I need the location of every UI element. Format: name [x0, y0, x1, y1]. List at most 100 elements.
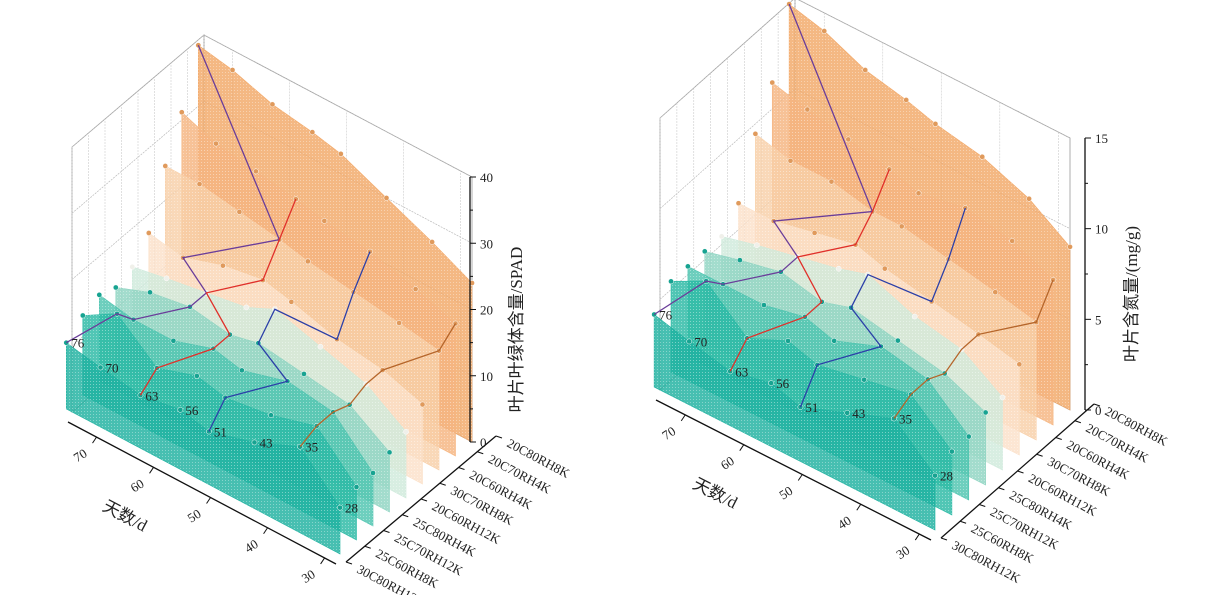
- day-axis-title: 天数/d: [690, 474, 741, 513]
- category-tick: [1036, 453, 1043, 457]
- data-point: [949, 448, 955, 455]
- data-point: [220, 262, 226, 269]
- day-tick-label: 30: [893, 542, 912, 562]
- data-point: [737, 257, 743, 264]
- data-point: [196, 181, 203, 187]
- z-tick-label: 10: [480, 369, 493, 384]
- day-tick-label: 40: [835, 513, 854, 533]
- data-point: [752, 130, 759, 137]
- data-point: [170, 337, 177, 344]
- data-point: [828, 178, 835, 185]
- data-point: [769, 79, 776, 86]
- data-point: [965, 433, 972, 440]
- series-30C80RH12K: [651, 311, 938, 531]
- trace-lines: [653, 3, 1054, 419]
- day-axis-line: [655, 399, 932, 541]
- data-point: [321, 218, 328, 224]
- trace-line-purple: [653, 3, 874, 316]
- z-tick-label: 5: [1095, 312, 1102, 327]
- day-tick-label: 40: [242, 536, 261, 556]
- day-point-label: 63: [735, 364, 748, 379]
- data-point: [1067, 243, 1073, 250]
- trace-lines: [65, 44, 457, 448]
- data-point: [193, 373, 200, 379]
- data-point: [253, 168, 259, 175]
- z-tick-label: 0: [480, 435, 487, 450]
- data-point: [112, 284, 119, 291]
- day-point-label: 56: [776, 376, 790, 391]
- data-point: [932, 121, 939, 127]
- day-tick-label: 30: [299, 566, 318, 586]
- data-point: [831, 337, 838, 344]
- series-layers: [63, 42, 475, 555]
- data-point: [268, 412, 274, 419]
- data-point: [301, 371, 307, 377]
- category-tick: [439, 482, 446, 486]
- day-axis-line: [67, 421, 337, 565]
- day-tick-label: 70: [71, 445, 90, 465]
- day-point-label: 63: [145, 388, 158, 403]
- data-point: [195, 42, 202, 49]
- day-point-label: 51: [214, 425, 227, 440]
- day-tick-label: 60: [718, 453, 737, 473]
- category-tick: [1093, 403, 1101, 407]
- day-point-label: 35: [899, 411, 912, 426]
- data-point: [177, 406, 184, 413]
- z-axis: 0 10 20 30 40 叶片叶绿体含量/SPAD: [469, 170, 526, 450]
- data-point: [881, 265, 888, 272]
- data-point: [213, 140, 219, 147]
- data-point: [337, 504, 343, 511]
- series-layers: [651, 1, 1073, 531]
- data-point: [845, 136, 852, 143]
- data-point: [982, 409, 989, 416]
- series-texture: [654, 314, 935, 530]
- data-point: [861, 376, 867, 383]
- data-point: [701, 248, 708, 255]
- day-point-labels: 76 70 63 56 51 43 35 28: [71, 336, 358, 516]
- trace-line-blue: [208, 251, 371, 432]
- data-point: [685, 263, 691, 270]
- category-tick: [383, 530, 390, 533]
- data-point: [243, 304, 250, 311]
- data-point: [383, 195, 390, 201]
- day-tick-label: 50: [776, 483, 795, 503]
- day-tick: [680, 414, 686, 422]
- data-point: [804, 106, 811, 113]
- data-point: [236, 209, 243, 215]
- category-tick: [979, 504, 986, 507]
- data-point: [396, 320, 402, 326]
- data-point: [251, 439, 258, 446]
- trace-line-purple: [65, 44, 281, 344]
- data-point: [147, 289, 153, 296]
- data-point: [429, 239, 435, 245]
- category-tick: [959, 520, 967, 524]
- data-point: [1016, 361, 1023, 368]
- data-point: [1026, 195, 1032, 202]
- data-point: [979, 153, 986, 160]
- data-point: [903, 97, 910, 103]
- data-point: [96, 292, 103, 298]
- day-tick: [914, 533, 920, 541]
- data-point: [844, 409, 851, 416]
- data-point: [915, 190, 922, 197]
- grid-line-z: [659, 0, 1071, 139]
- trace-line-blue: [799, 207, 966, 408]
- category-tick: [1055, 437, 1062, 440]
- data-point: [718, 233, 725, 240]
- data-point: [886, 166, 893, 173]
- day-tick: [206, 497, 211, 504]
- day-tick-label: 60: [128, 476, 147, 496]
- category-tick: [940, 537, 948, 541]
- spad-waterfall-chart: 76 70 63 56 51 43 35 28 0 10 20 30 40 叶片叶绿体含量/SPAD 70 6…: [63, 34, 573, 595]
- trace-line-red: [139, 198, 297, 396]
- data-point: [862, 67, 869, 73]
- day-tick-label: 50: [185, 506, 204, 526]
- day-point-label: 35: [305, 440, 318, 455]
- category-tick: [345, 561, 353, 565]
- z-tick-label: 40: [480, 170, 493, 185]
- data-point: [269, 101, 276, 108]
- day-point-label: 28: [940, 469, 953, 484]
- day-tick-label: 70: [659, 423, 678, 443]
- series-texture: [66, 342, 340, 554]
